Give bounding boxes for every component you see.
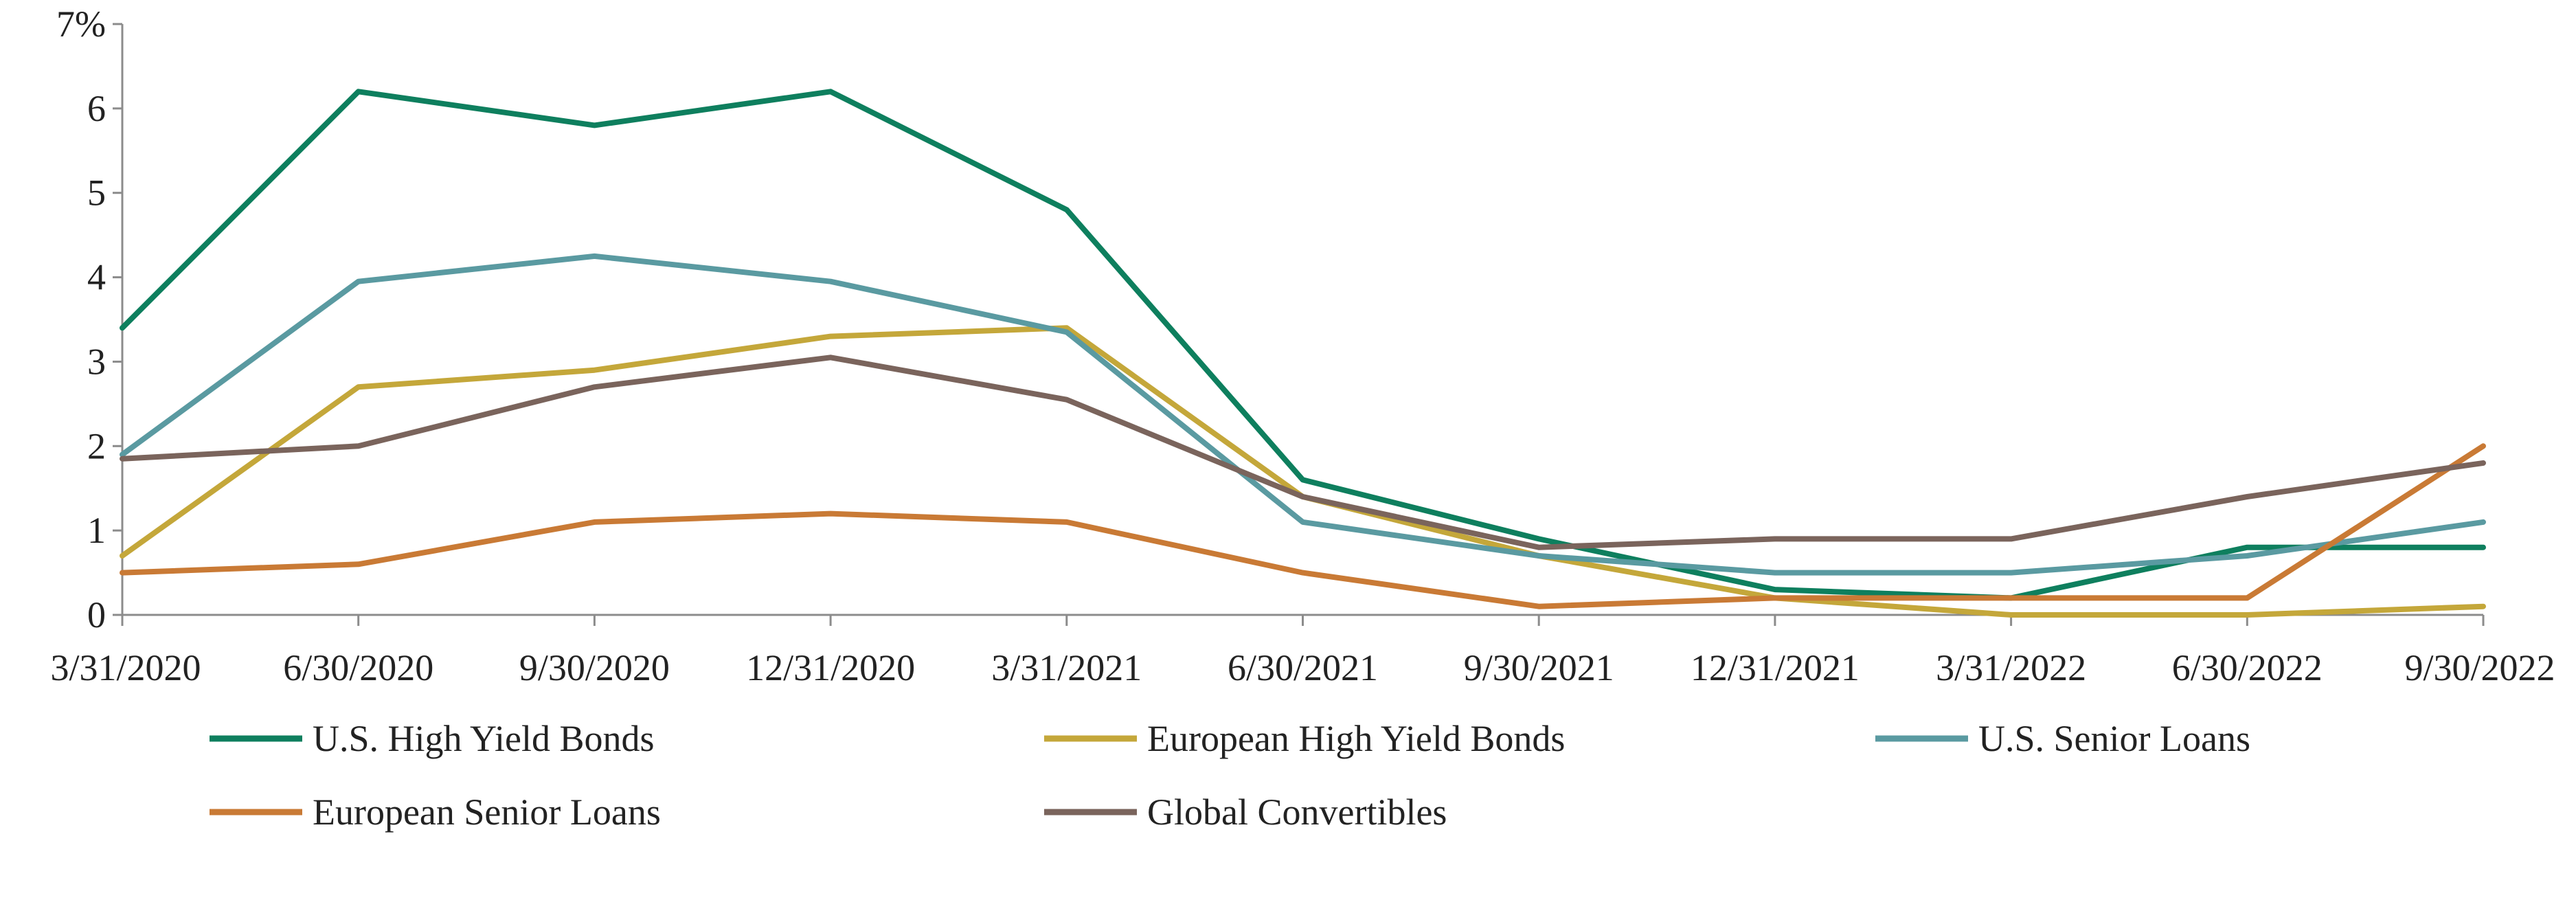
x-tick-label: 6/30/2021 [1228,647,1378,688]
legend-label: Global Convertibles [1147,791,1447,833]
y-tick-label: 5 [87,172,106,214]
y-tick-label: 3 [87,341,106,382]
y-tick-label: 1 [87,510,106,551]
chart-axes: 0 1 2 3 4 5 6 7% 3/31/2020 6/30/2020 9/30/2020 12/3… [50,3,2555,688]
chart-series-lines [120,89,2486,618]
legend-label: U.S. Senior Loans [1978,718,2250,759]
chart-legend: U.S. High Yield Bonds European High Yield… [210,718,2250,833]
y-tick-label: 7% [56,3,106,45]
series-line-5 [120,355,2486,550]
x-tick-label: 9/30/2020 [519,647,670,688]
y-tick-label: 4 [87,257,106,298]
x-tick-label: 3/31/2022 [1936,647,2086,688]
series-line-3 [120,253,2486,576]
y-tick-label: 6 [87,88,106,129]
legend-label: European Senior Loans [313,791,661,833]
x-tick-label: 9/30/2021 [1464,647,1614,688]
x-tick-label: 3/31/2021 [991,647,1142,688]
series-line-4 [120,443,2486,609]
legend-label: European High Yield Bonds [1147,718,1565,759]
x-tick-label: 6/30/2022 [2172,647,2323,688]
series-line-1 [120,89,2486,601]
legend-label: U.S. High Yield Bonds [313,718,655,759]
x-tick-label: 6/30/2020 [283,647,433,688]
x-tick-label: 3/31/2020 [50,647,201,688]
y-tick-label: 0 [87,594,106,636]
y-tick-label: 2 [87,425,106,466]
x-tick-label: 12/31/2020 [746,647,915,688]
x-tick-label: 9/30/2022 [2404,647,2555,688]
x-tick-label: 12/31/2021 [1691,647,1860,688]
